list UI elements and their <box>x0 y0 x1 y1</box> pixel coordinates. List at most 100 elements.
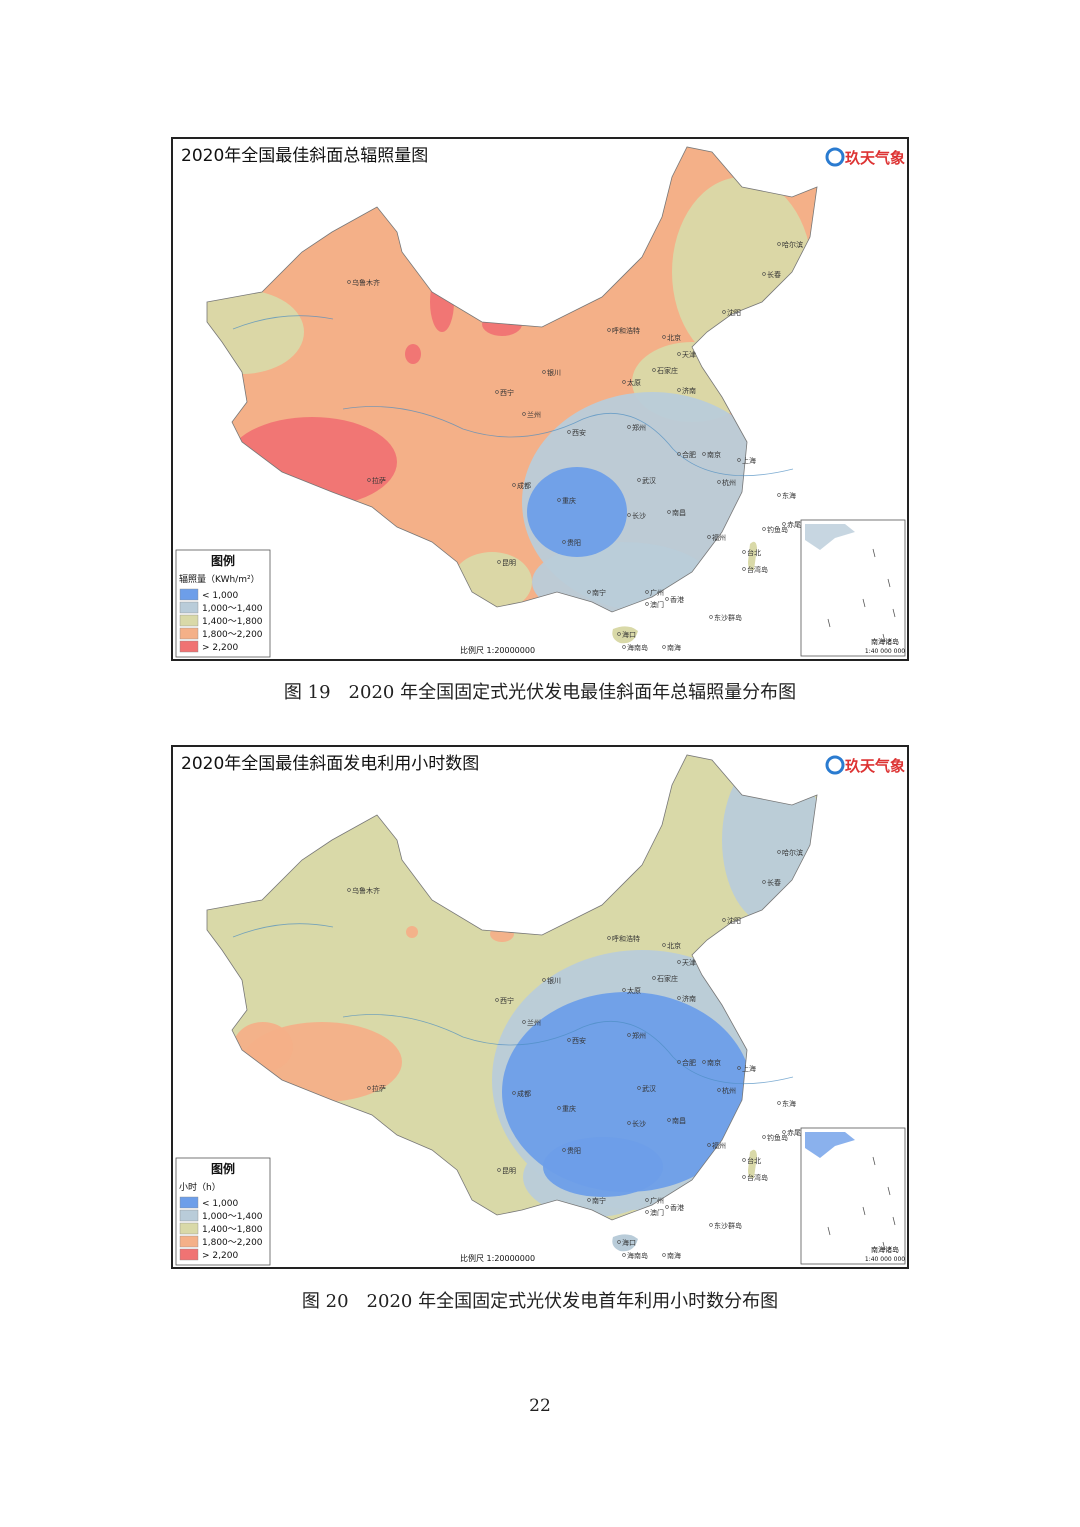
city-label: 海南岛 <box>627 643 648 652</box>
hainan <box>612 1234 638 1252</box>
city-dot <box>367 478 371 482</box>
inset-scale: 1:40 000 000 <box>865 648 905 655</box>
city-dot <box>562 1148 566 1152</box>
city-dot <box>522 412 526 416</box>
city-label: 兰州 <box>527 1018 541 1027</box>
city-dot <box>709 615 713 619</box>
inset-dash <box>892 608 896 618</box>
city-dot <box>652 976 656 980</box>
city-dot <box>762 1135 766 1139</box>
city-dot <box>622 645 626 649</box>
city-label: 呼和浩特 <box>612 326 640 335</box>
city-label: 香港 <box>670 595 684 604</box>
city-dot <box>587 1198 591 1202</box>
city-dot <box>557 498 561 502</box>
inset-dash <box>827 1226 831 1236</box>
region <box>502 992 752 1192</box>
inset-dash <box>887 1186 891 1196</box>
city-label: 海口 <box>622 630 636 639</box>
hainan <box>612 626 638 644</box>
legend-item: < 1,000 <box>202 1199 238 1209</box>
city-dot <box>495 998 499 1002</box>
caption: 图 20 2020 年全国固定式光伏发电首年利用小时数分布图 <box>301 1291 779 1312</box>
city-dot <box>662 943 666 947</box>
legend-swatch <box>179 1248 199 1261</box>
city-dot <box>707 535 711 539</box>
city-label: 南宁 <box>592 1196 606 1205</box>
legend-item: 1,000～1,400 <box>202 1212 263 1222</box>
city-label: 南海 <box>667 643 681 652</box>
city-label: 福州 <box>712 533 726 542</box>
city-label: 哈尔滨 <box>782 848 803 857</box>
city-dot <box>617 1240 621 1244</box>
region <box>490 926 514 942</box>
city-label: 南昌 <box>672 1116 686 1125</box>
city-label: 上海 <box>742 456 756 465</box>
city-dot <box>512 1091 516 1095</box>
city-label: 广州 <box>650 588 664 597</box>
city-dot <box>367 1086 371 1090</box>
city-label: 兰州 <box>527 410 541 419</box>
scale: 比例尺 1:20000000 <box>460 645 535 655</box>
city-label: 重庆 <box>562 1104 576 1113</box>
city-dot <box>777 493 781 497</box>
city-label: 昆明 <box>502 559 516 567</box>
city-label: 福州 <box>712 1141 726 1150</box>
city-dot <box>522 1020 526 1024</box>
city-dot <box>742 1175 746 1179</box>
inset-dash <box>872 1156 876 1166</box>
city-dot <box>677 996 681 1000</box>
city-dot <box>607 328 611 332</box>
legend-unit: 小时（h） <box>179 1181 221 1193</box>
city-label: 合肥 <box>682 450 696 459</box>
city-label: 太原 <box>627 986 641 995</box>
legend-swatch <box>179 601 199 614</box>
city-dot <box>677 960 681 964</box>
city-label: 西安 <box>572 1036 586 1045</box>
city-dot <box>562 540 566 544</box>
legend-swatch <box>179 627 199 640</box>
city-label: 北京 <box>667 941 681 950</box>
city-dot <box>677 452 681 456</box>
legend-item: 1,800～2,200 <box>202 630 263 640</box>
city-label: 长沙 <box>632 511 646 520</box>
logo: 玖天气象 <box>845 757 905 775</box>
city-dot <box>662 335 666 339</box>
city-dot <box>782 1130 786 1134</box>
inset-dash <box>827 618 831 628</box>
inset-dash <box>872 548 876 558</box>
taiwan <box>748 541 757 571</box>
city-dot <box>645 590 649 594</box>
legend-swatch <box>179 640 199 653</box>
city-label: 海口 <box>622 1238 636 1247</box>
legend-item: > 2,200 <box>202 1251 238 1261</box>
inset-coast <box>805 1132 855 1158</box>
river <box>342 1014 794 1085</box>
city-label: 沈阳 <box>727 916 741 925</box>
page-number: 22 <box>529 1396 551 1416</box>
city-dot <box>662 645 666 649</box>
city-label: 西安 <box>572 428 586 437</box>
map-figure: 乌鲁木齐 呼和浩特 哈尔滨 长春 沈阳 北京 天津 石家庄 太原 济南 银川 西宁 兰州 西安 郑州 合肥 南京… <box>171 745 909 1269</box>
legend-swatch <box>179 1235 199 1248</box>
city-dot <box>762 527 766 531</box>
region <box>227 417 397 507</box>
city-dot <box>742 1158 746 1162</box>
city-label: 东沙群岛 <box>714 613 742 622</box>
city-dot <box>587 590 591 594</box>
city-label: 贵阳 <box>567 1146 581 1155</box>
city-label: 哈尔滨 <box>782 240 803 249</box>
region <box>452 552 532 612</box>
city-label: 银川 <box>547 368 561 377</box>
city-label: 东沙群岛 <box>714 1221 742 1230</box>
city-dot <box>637 1086 641 1090</box>
city-dot <box>347 280 351 284</box>
city-label: 成都 <box>517 1089 531 1098</box>
city-dot <box>627 1033 631 1037</box>
city-label: 济南 <box>682 994 696 1003</box>
region <box>527 467 627 557</box>
city-dot <box>567 1038 571 1042</box>
city-label: 太原 <box>627 378 641 387</box>
city-label: 武汉 <box>642 1084 656 1093</box>
city-dot <box>497 1168 501 1172</box>
